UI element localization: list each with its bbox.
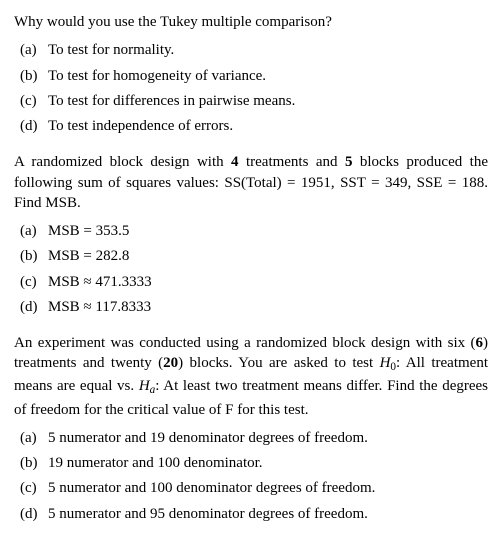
option-label: (c) bbox=[20, 91, 44, 111]
questions-container: Why would you use the Tukey multiple com… bbox=[14, 12, 488, 524]
option-text: 19 numerator and 100 denominator. bbox=[48, 453, 488, 473]
option-label: (b) bbox=[20, 453, 44, 473]
option-item: (d)5 numerator and 95 denominator degree… bbox=[20, 504, 488, 524]
option-text: MSB = 282.8 bbox=[48, 246, 488, 266]
question: An experiment was conducted using a rand… bbox=[14, 333, 488, 524]
question: Why would you use the Tukey multiple com… bbox=[14, 12, 488, 136]
option-text: To test independence of errors. bbox=[48, 116, 488, 136]
option-text: MSB = 353.5 bbox=[48, 221, 488, 241]
option-text: 5 numerator and 19 denominator degrees o… bbox=[48, 428, 488, 448]
question-stem: A randomized block design with 4 treatme… bbox=[14, 152, 488, 213]
option-item: (b)To test for homogeneity of variance. bbox=[20, 66, 488, 86]
option-item: (c)5 numerator and 100 denominator degre… bbox=[20, 478, 488, 498]
option-label: (c) bbox=[20, 478, 44, 498]
option-item: (a)5 numerator and 19 denominator degree… bbox=[20, 428, 488, 448]
option-item: (d)To test independence of errors. bbox=[20, 116, 488, 136]
option-item: (a)To test for normality. bbox=[20, 40, 488, 60]
option-text: MSB ≈ 471.3333 bbox=[48, 272, 488, 292]
option-label: (d) bbox=[20, 504, 44, 524]
options-list: (a)MSB = 353.5(b)MSB = 282.8(c)MSB ≈ 471… bbox=[14, 221, 488, 317]
option-item: (a)MSB = 353.5 bbox=[20, 221, 488, 241]
option-item: (c)MSB ≈ 471.3333 bbox=[20, 272, 488, 292]
option-text: 5 numerator and 100 denominator degrees … bbox=[48, 478, 488, 498]
options-list: (a)To test for normality.(b)To test for … bbox=[14, 40, 488, 136]
option-item: (c)To test for differences in pairwise m… bbox=[20, 91, 488, 111]
question-stem: An experiment was conducted using a rand… bbox=[14, 333, 488, 420]
options-list: (a)5 numerator and 19 denominator degree… bbox=[14, 428, 488, 524]
option-label: (d) bbox=[20, 116, 44, 136]
option-text: To test for homogeneity of variance. bbox=[48, 66, 488, 86]
option-label: (d) bbox=[20, 297, 44, 317]
option-label: (c) bbox=[20, 272, 44, 292]
option-label: (a) bbox=[20, 221, 44, 241]
option-text: To test for differences in pairwise mean… bbox=[48, 91, 488, 111]
option-label: (b) bbox=[20, 246, 44, 266]
option-item: (d)MSB ≈ 117.8333 bbox=[20, 297, 488, 317]
option-text: To test for normality. bbox=[48, 40, 488, 60]
question: A randomized block design with 4 treatme… bbox=[14, 152, 488, 317]
option-label: (a) bbox=[20, 40, 44, 60]
option-text: MSB ≈ 117.8333 bbox=[48, 297, 488, 317]
question-stem: Why would you use the Tukey multiple com… bbox=[14, 12, 488, 32]
option-item: (b)19 numerator and 100 denominator. bbox=[20, 453, 488, 473]
option-label: (a) bbox=[20, 428, 44, 448]
option-text: 5 numerator and 95 denominator degrees o… bbox=[48, 504, 488, 524]
option-item: (b)MSB = 282.8 bbox=[20, 246, 488, 266]
option-label: (b) bbox=[20, 66, 44, 86]
